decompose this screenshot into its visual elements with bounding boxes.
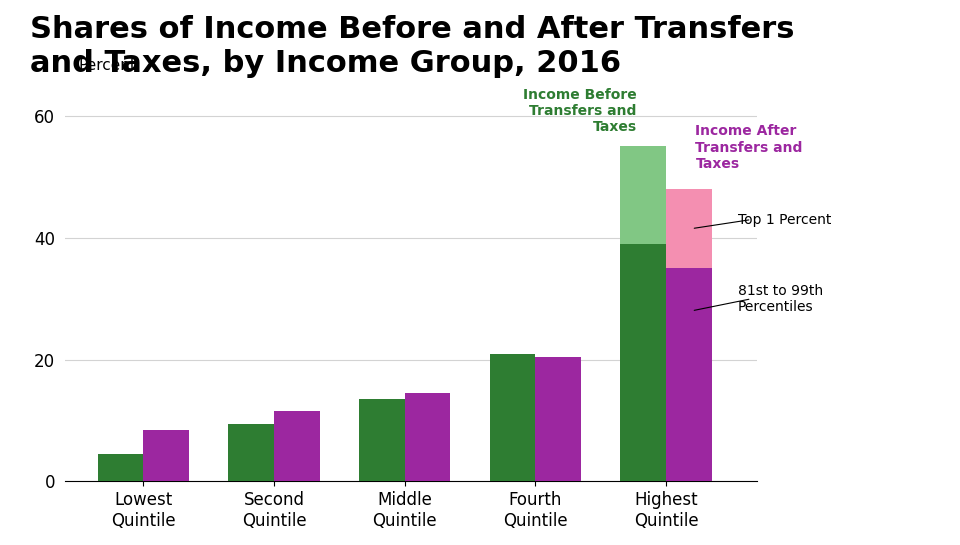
Bar (359, 399, 405, 481)
Text: 81st to 99th
Percentiles: 81st to 99th Percentiles (738, 283, 823, 314)
Text: Shares of Income Before and After Transfers
and Taxes, by Income Group, 2016: Shares of Income Before and After Transf… (31, 15, 795, 77)
Bar (490, 354, 536, 481)
Bar (143, 429, 189, 481)
Bar (405, 393, 450, 481)
Bar (536, 356, 581, 481)
Bar (666, 189, 711, 268)
Text: Income Before
Transfers and
Taxes: Income Before Transfers and Taxes (523, 88, 636, 134)
Bar (98, 454, 143, 481)
Bar (620, 147, 666, 244)
Text: Top 1 Percent: Top 1 Percent (738, 213, 831, 227)
Text: Income After
Transfers and
Taxes: Income After Transfers and Taxes (695, 124, 803, 171)
Bar (666, 268, 711, 481)
Bar (620, 244, 666, 481)
Bar (228, 423, 275, 481)
Text: Percent: Percent (78, 58, 136, 74)
Bar (275, 411, 320, 481)
